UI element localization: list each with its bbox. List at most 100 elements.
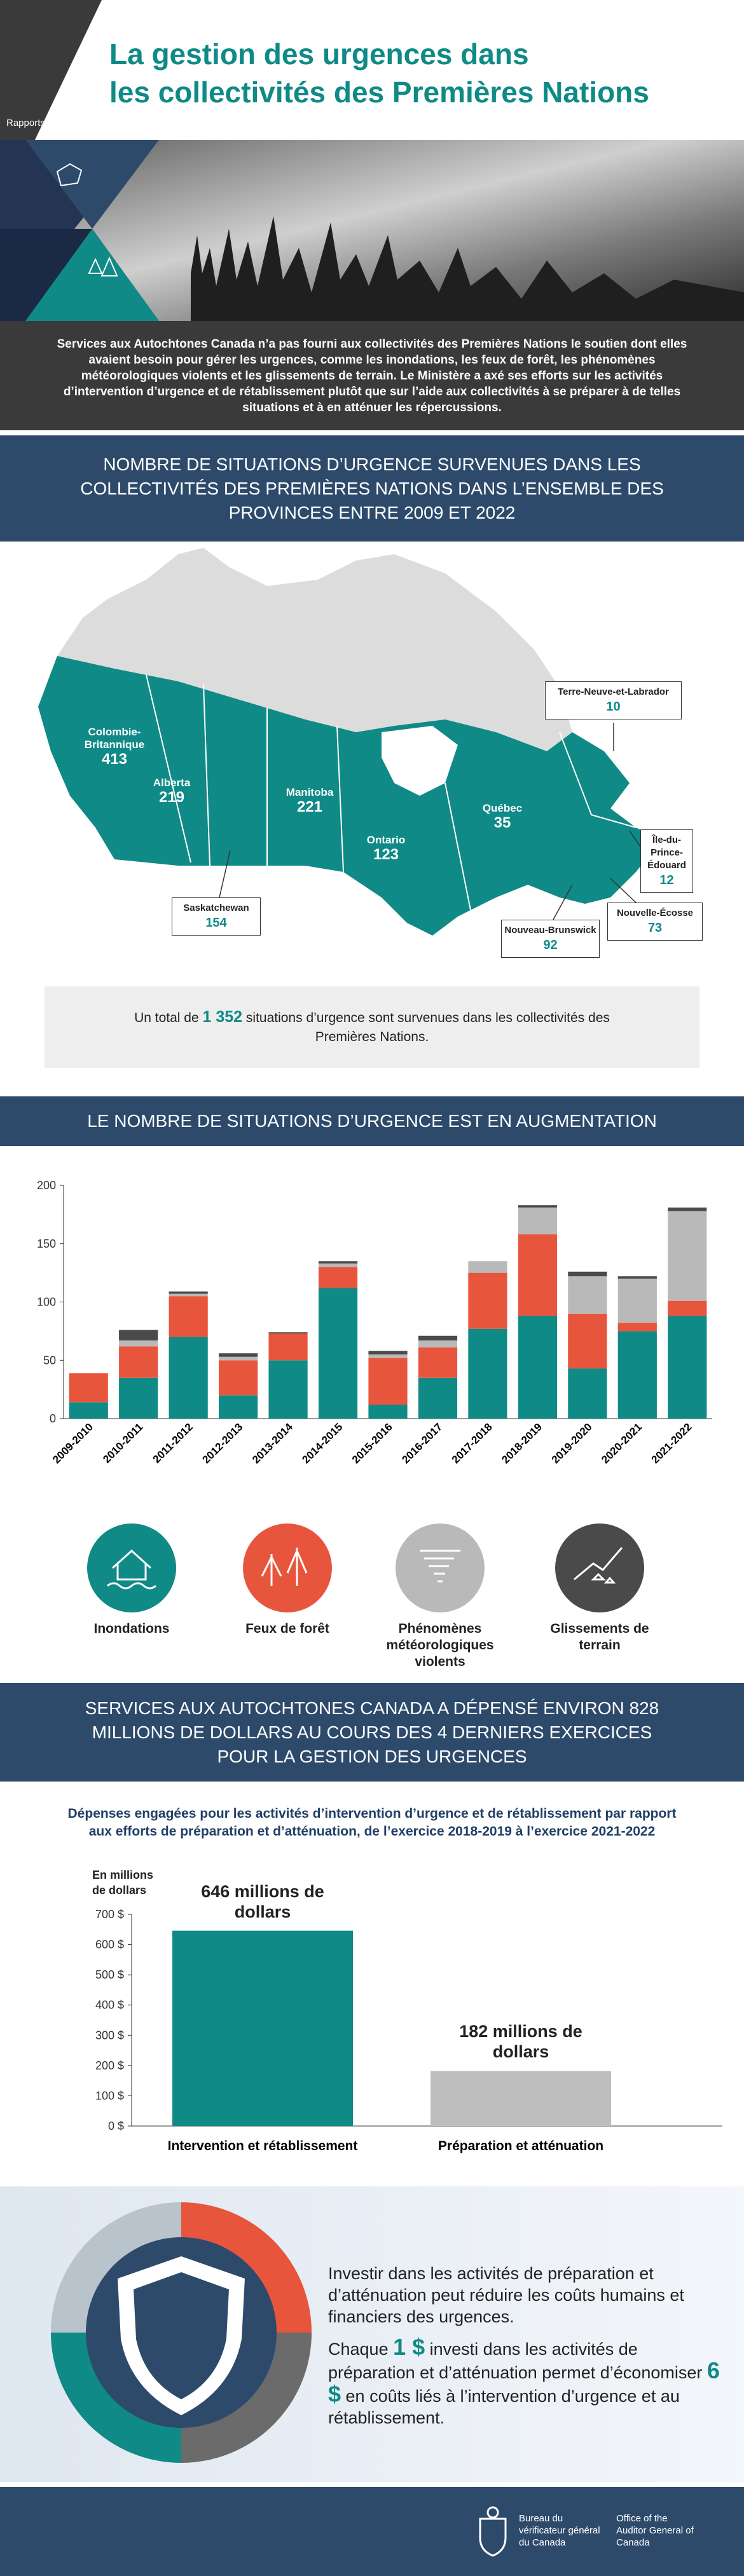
bar-segment <box>219 1395 258 1419</box>
x-tick-label: 2014-2015 <box>300 1421 345 1466</box>
x-tick-label: 2019-2020 <box>549 1421 595 1466</box>
crest <box>479 2506 507 2557</box>
bar-segment <box>268 1333 308 1361</box>
total-box: Un total de 1 352 situations d’urgence s… <box>45 986 699 1068</box>
bar-segment <box>318 1288 358 1419</box>
section-heading: SERVICES AUX AUTOCHTONES CANADA A DÉPENS… <box>0 1683 744 1782</box>
y-tick-label: 100 <box>37 1296 56 1309</box>
x-tick-label: Intervention et rétablissement <box>168 2139 358 2153</box>
header-triangle <box>0 0 102 140</box>
prevention-section: Investir dans les activités de préparati… <box>0 2186 744 2482</box>
region-box: Saskatchewan 154 <box>172 897 261 936</box>
bar-segment <box>617 1331 657 1419</box>
text: Un total de <box>134 1011 203 1025</box>
footer-fr: Bureau du vérificateur général du Canada <box>519 2513 600 2548</box>
bar-segment <box>518 1207 557 1235</box>
hudson-bay <box>382 726 458 796</box>
title-line: La gestion des urgences dans <box>109 37 529 71</box>
bar-segment <box>318 1267 358 1288</box>
region-name: Alberta <box>153 777 191 789</box>
legend-swatch <box>396 1523 485 1612</box>
footer: Bureau du vérificateur général du Canada… <box>0 2487 744 2576</box>
bar-segment <box>568 1313 607 1369</box>
map-svg <box>38 548 661 936</box>
legend-label: Inondations <box>93 1621 170 1636</box>
x-tick-label: 2013-2014 <box>250 1421 295 1466</box>
bar-segment <box>219 1360 258 1396</box>
prevention-text: Investir dans les activités de préparati… <box>328 2263 722 2429</box>
region-name: Saskatchewan <box>183 903 249 913</box>
leader <box>219 850 231 898</box>
region-label: Alberta 219 <box>137 777 207 806</box>
leader <box>629 830 641 847</box>
x-tick-label: 2009-2010 <box>50 1421 95 1466</box>
region-name: Terre-Neuve-et-Labrador <box>558 686 669 697</box>
x-tick-label: 2016-2017 <box>399 1421 444 1466</box>
x-tick-label: 2018-2019 <box>499 1421 544 1466</box>
region-box: Terre-Neuve-et-Labrador 10 <box>545 681 682 719</box>
legend-label: Feux de forêt <box>245 1621 329 1636</box>
bar-segment <box>119 1346 158 1378</box>
bar-segment <box>119 1340 158 1347</box>
shield-illustration <box>51 2202 312 2463</box>
shield-inner <box>134 2272 229 2399</box>
region-value: 413 <box>101 751 128 768</box>
bar-segment <box>568 1276 607 1314</box>
region-name: Nouveau-Brunswick <box>504 925 596 936</box>
bar-segment <box>668 1211 707 1301</box>
borders <box>146 674 637 911</box>
bar-segment <box>69 1373 108 1403</box>
y-axis-title: En millions de dollars <box>92 1869 154 1897</box>
bar-segment <box>169 1337 208 1419</box>
panel <box>25 229 159 321</box>
y-tick-label: 200 <box>37 1179 56 1192</box>
tree-silhouette <box>191 216 744 321</box>
total-value: 1 352 <box>202 1008 243 1026</box>
bar-chart: 0 $ 100 $ 200 $ 300 $ 400 $ 500 $ 600 $ 700 $ In… <box>0 1862 744 2174</box>
region-value: 219 <box>158 789 185 806</box>
legend: Inondations Feux de forêt Phénomènes météo… <box>0 1519 744 1672</box>
highlight: 6 $ <box>328 2357 720 2407</box>
bar-segment <box>418 1347 458 1378</box>
leader <box>610 878 637 903</box>
region-name: Île-du-Prince-Édouard <box>647 835 686 871</box>
region-name: Manitoba <box>286 786 334 798</box>
region-value: 154 <box>205 916 227 930</box>
x-tick-label: 2015-2016 <box>350 1421 395 1466</box>
bar-segment <box>368 1404 408 1419</box>
bar-segment <box>219 1353 258 1357</box>
legend-label: Glissements de terrain <box>550 1621 649 1653</box>
bar-segment <box>69 1402 108 1419</box>
title-line: les collectivités des Premières Nations <box>109 76 649 109</box>
bar-segment <box>668 1316 707 1419</box>
region-label: Québec 35 <box>467 802 537 831</box>
x-tick-label: 2017-2018 <box>450 1421 495 1466</box>
section-heading: NOMBRE DE SITUATIONS D’URGENCE SURVENUES… <box>0 435 744 542</box>
region-label: Ontario 123 <box>351 834 421 863</box>
bar-segment <box>668 1207 707 1211</box>
y-tick-label: 600 $ <box>95 1939 124 1951</box>
region-box: Nouveau-Brunswick 92 <box>501 920 600 958</box>
border <box>559 732 637 828</box>
bar-segment <box>568 1271 607 1277</box>
panel <box>25 140 159 229</box>
bar-segment <box>468 1272 507 1329</box>
bar-segment <box>518 1316 557 1419</box>
border <box>203 684 210 866</box>
value-label: 182 millions de dollars <box>459 2022 582 2062</box>
x-tick-label: 2020-2021 <box>599 1421 644 1466</box>
bar-segment <box>268 1332 308 1334</box>
region-value: 92 <box>543 938 558 952</box>
bar-segment <box>418 1377 458 1419</box>
icon <box>56 163 83 187</box>
x-tick-label: Préparation et atténuation <box>438 2139 603 2153</box>
text: situations d’urgence sont survenues dans… <box>242 1011 610 1044</box>
bar-segment <box>617 1323 657 1332</box>
bar-segment <box>617 1278 657 1323</box>
y-tick-label: 0 $ <box>108 2120 124 2132</box>
bar-chart-svg: 0 $ 100 $ 200 $ 300 $ 400 $ 500 $ 600 $ 700 $ In… <box>95 1908 722 2153</box>
legend-label: Phénomènes météorologiques violents <box>386 1621 494 1669</box>
legend-icon <box>420 1550 460 1583</box>
intro-text: Services aux Autochtones Canada n’a pas … <box>57 337 687 414</box>
intro-box: Services aux Autochtones Canada n’a pas … <box>0 321 744 430</box>
